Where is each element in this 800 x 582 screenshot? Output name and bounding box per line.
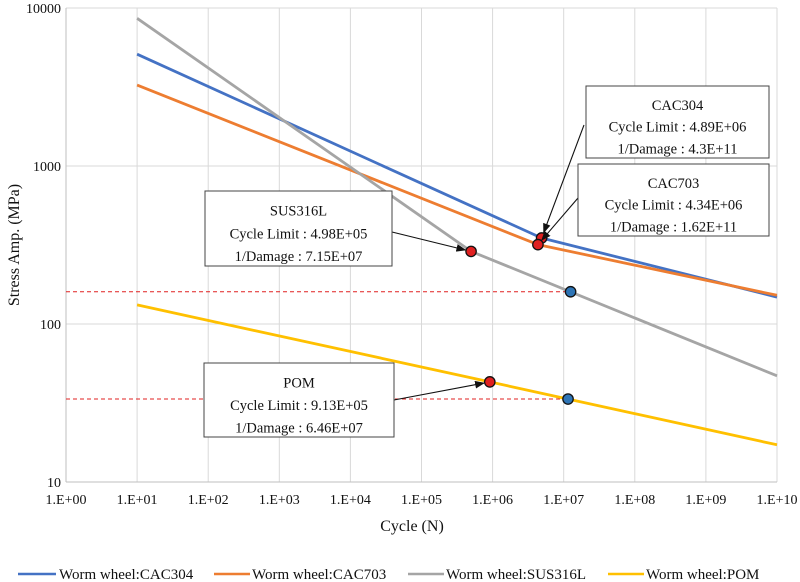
y-tick-label: 10 bbox=[47, 476, 61, 491]
pom-annotation-line: POM bbox=[283, 375, 315, 391]
legend-item-cac703: Worm wheel:CAC703 bbox=[214, 567, 386, 582]
cac304-annotation: CAC304 Cycle Limit : 4.89E+06 1/Damage : 4… bbox=[585, 85, 770, 159]
legend-label-pom: Worm wheel:POM bbox=[646, 567, 759, 582]
legend-item-cac304: Worm wheel:CAC304 bbox=[18, 567, 194, 582]
x-tick-label: 1.E+01 bbox=[117, 493, 158, 508]
x-tick-label: 1.E+06 bbox=[472, 493, 513, 508]
cac703-annotation-line: 1/Damage : 1.62E+11 bbox=[610, 219, 737, 235]
pom-annotation-box bbox=[203, 362, 395, 438]
sus316l-annotation: SUS316L Cycle Limit : 4.98E+05 1/Damage : … bbox=[204, 190, 393, 267]
pom-cycle-limit-marker bbox=[483, 376, 496, 388]
legend-label-cac304: Worm wheel:CAC304 bbox=[59, 567, 194, 582]
x-tick-label: 1.E+03 bbox=[259, 493, 300, 508]
cac304-annotation-line: CAC304 bbox=[652, 98, 704, 114]
cac304-annotation-arrow bbox=[543, 124, 585, 234]
sus316l-annotation-line: Cycle Limit : 4.98E+05 bbox=[230, 226, 368, 242]
pom-reference-point-marker bbox=[562, 393, 574, 405]
y-tick-label: 10000 bbox=[26, 2, 61, 17]
x-tick-label: 1.E+00 bbox=[46, 493, 87, 508]
legend-item-sus316l: Worm wheel:SUS316L bbox=[408, 567, 586, 582]
y-tick-label: 1000 bbox=[33, 160, 61, 175]
sus316l-annotation-arrow bbox=[391, 231, 467, 252]
x-tick-label: 1.E+02 bbox=[188, 493, 229, 508]
sus316l-annotation-box bbox=[204, 190, 393, 267]
y-tick-label: 100 bbox=[40, 318, 61, 333]
cac304-annotation-line: Cycle Limit : 4.89E+06 bbox=[609, 120, 747, 136]
sus316l-cycle-limit-marker bbox=[465, 245, 477, 258]
x-tick-label: 1.E+08 bbox=[614, 493, 655, 508]
x-tick-label: 1.E+09 bbox=[685, 493, 726, 508]
sus316l-reference-point-marker bbox=[564, 285, 577, 298]
pom-annotation-line: Cycle Limit : 9.13E+05 bbox=[230, 398, 368, 414]
cac304-annotation-line: 1/Damage : 4.3E+11 bbox=[618, 141, 738, 157]
cac703-cycle-limit-marker bbox=[532, 238, 544, 251]
y-axis-title: Stress Amp. (MPa) bbox=[6, 184, 23, 306]
legend-item-pom: Worm wheel:POM bbox=[608, 567, 759, 582]
cac703-annotation-box bbox=[577, 163, 770, 237]
pom-annotation-line: 1/Damage : 6.46E+07 bbox=[235, 420, 363, 436]
pom-annotation: POM Cycle Limit : 9.13E+05 1/Damage : 6.46… bbox=[203, 362, 395, 438]
x-axis-title: Cycle (N) bbox=[380, 518, 444, 535]
cac703-annotation-line: Cycle Limit : 4.34E+06 bbox=[605, 198, 743, 214]
x-tick-label: 1.E+05 bbox=[401, 493, 442, 508]
legend: Worm wheel:CAC304 Worm wheel:CAC703 Worm… bbox=[18, 567, 759, 582]
pom-annotation-arrow bbox=[393, 380, 485, 401]
x-tick-label: 1.E+04 bbox=[330, 493, 371, 508]
cac304-annotation-box bbox=[585, 85, 770, 159]
cac703-annotation-arrow bbox=[541, 197, 579, 241]
legend-label-sus316l: Worm wheel:SUS316L bbox=[446, 567, 586, 582]
cac703-annotation-line: CAC703 bbox=[648, 176, 700, 192]
x-tick-label: 1.E+07 bbox=[543, 493, 584, 508]
sus316l-annotation-line: 1/Damage : 7.15E+07 bbox=[235, 249, 363, 265]
x-tick-label: 1.E+10 bbox=[757, 493, 798, 508]
legend-label-cac703: Worm wheel:CAC703 bbox=[252, 567, 386, 582]
cac703-annotation: CAC703 Cycle Limit : 4.34E+06 1/Damage : 1… bbox=[577, 163, 770, 237]
sus316l-annotation-line: SUS316L bbox=[270, 204, 327, 220]
